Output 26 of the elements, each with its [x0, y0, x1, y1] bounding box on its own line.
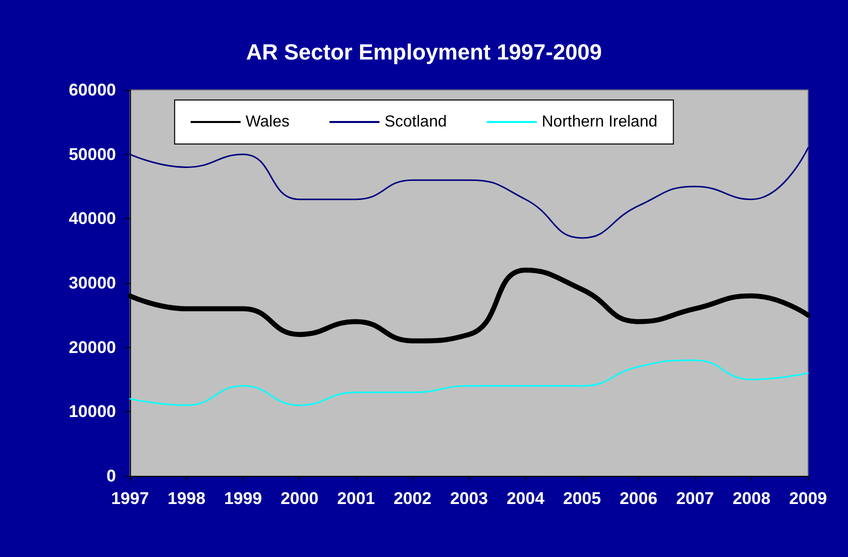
legend-label: Scotland: [384, 114, 447, 130]
y-tick-label: 50000: [68, 144, 116, 164]
line-series: [129, 359, 809, 406]
x-tick-label: 2009: [789, 489, 827, 508]
y-tick-label: 20000: [68, 338, 116, 357]
y-tick-label: 40000: [68, 209, 116, 228]
y-tick-label: 0: [106, 466, 116, 486]
x-tick-label: 2002: [394, 489, 432, 508]
x-tick-label: 1997: [111, 489, 149, 508]
legend-label: Wales: [246, 114, 290, 130]
x-tick-label: 1999: [224, 489, 262, 508]
y-tick-label: 30000: [68, 274, 116, 292]
x-tick-label: 2003: [450, 489, 488, 508]
x-tick-label: 2004: [506, 489, 545, 508]
x-tick-label: 2001: [337, 489, 375, 508]
legend-label: Northern Ireland: [542, 114, 658, 130]
x-tick-label: 2000: [280, 489, 318, 508]
x-tick-label: 2007: [676, 489, 714, 508]
y-tick-label: 10000: [68, 402, 116, 422]
line-series: [129, 147, 809, 239]
y-tick-label: 60000: [68, 80, 116, 100]
x-tick-label: 2005: [563, 489, 601, 508]
x-tick-label: 2006: [620, 489, 658, 508]
chart-title: AR Sector Employment 1997-2009: [246, 40, 602, 64]
x-tick-label: 1998: [168, 489, 206, 508]
x-tick-label: 2008: [732, 489, 770, 508]
